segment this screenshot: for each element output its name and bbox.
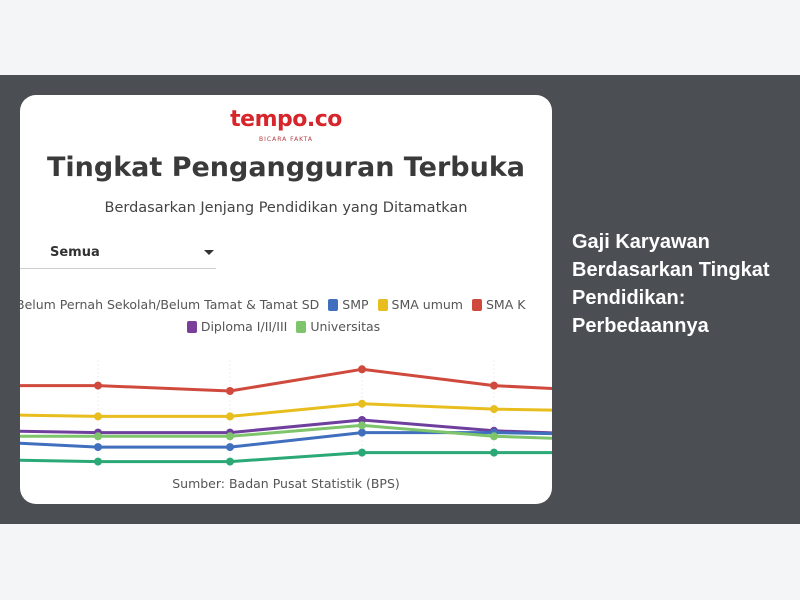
legend-item[interactable]: SMA umum	[377, 297, 463, 312]
legend-row-1: Belum Pernah Sekolah/Belum Tamat & Tamat…	[20, 297, 548, 312]
data-point[interactable]	[490, 405, 498, 414]
legend-label: SMA umum	[391, 297, 463, 312]
data-point[interactable]	[94, 412, 102, 421]
series-line	[20, 451, 552, 464]
legend-label: Diploma I/II/III	[200, 319, 288, 334]
legend-swatch	[296, 321, 307, 333]
filter-selected-value: Semua	[50, 245, 100, 260]
series-line	[20, 402, 552, 418]
chart-source: Sumber: Badan Pusat Statistik (BPS)	[172, 476, 400, 491]
data-point[interactable]	[490, 448, 498, 457]
legend-swatch	[377, 299, 388, 311]
data-point[interactable]	[94, 381, 102, 390]
caret-down-icon	[204, 250, 214, 255]
data-point[interactable]	[358, 448, 366, 457]
data-point[interactable]	[226, 412, 234, 421]
data-point[interactable]	[94, 443, 102, 452]
data-point[interactable]	[226, 443, 234, 452]
data-point[interactable]	[226, 387, 234, 395]
line-chart-plot	[20, 360, 552, 466]
legend-item[interactable]: Universitas	[296, 319, 380, 334]
data-point[interactable]	[226, 432, 234, 441]
legend-swatch	[186, 321, 197, 333]
tempo-logo: tempo.co	[230, 107, 342, 132]
legend-label: SMP	[342, 297, 369, 312]
data-point[interactable]	[226, 457, 234, 466]
filter-dropdown[interactable]: Semua	[20, 235, 216, 269]
data-point[interactable]	[358, 399, 366, 408]
data-point[interactable]	[358, 421, 366, 430]
data-point[interactable]	[358, 365, 366, 374]
legend-swatch	[328, 299, 339, 311]
series-line	[20, 423, 552, 440]
series-line	[20, 367, 552, 393]
legend-row-2: Diploma I/II/III Universitas	[20, 319, 552, 334]
data-point[interactable]	[490, 381, 498, 390]
data-point[interactable]	[94, 457, 102, 466]
legend-label: SMA K	[485, 297, 526, 312]
chart-subtitle: Berdasarkan Jenjang Pendidikan yang Dita…	[104, 200, 468, 216]
legend-label: Universitas	[310, 319, 381, 334]
legend-item[interactable]: Belum Pernah Sekolah/Belum Tamat & Tamat…	[20, 297, 319, 312]
legend-item[interactable]: SMP	[328, 297, 369, 312]
chart-card: tempo.co BICARA FAKTA Tingkat Penganggur…	[20, 95, 552, 504]
legend-item[interactable]: SMA K	[471, 297, 526, 312]
legend-item[interactable]: Diploma I/II/III	[186, 319, 288, 334]
series-line	[20, 431, 552, 449]
legend-swatch	[471, 299, 482, 311]
legend-label: Belum Pernah Sekolah/Belum Tamat & Tamat…	[20, 297, 320, 312]
data-point[interactable]	[490, 432, 498, 441]
chart-title: Tingkat Pengangguran Terbuka	[46, 152, 525, 183]
data-point[interactable]	[94, 432, 102, 441]
logo-tagline: BICARA FAKTA	[259, 136, 313, 143]
data-point[interactable]	[358, 428, 366, 437]
article-headline[interactable]: Gaji Karyawan Berdasarkan Tingkat Pendid…	[572, 231, 770, 337]
